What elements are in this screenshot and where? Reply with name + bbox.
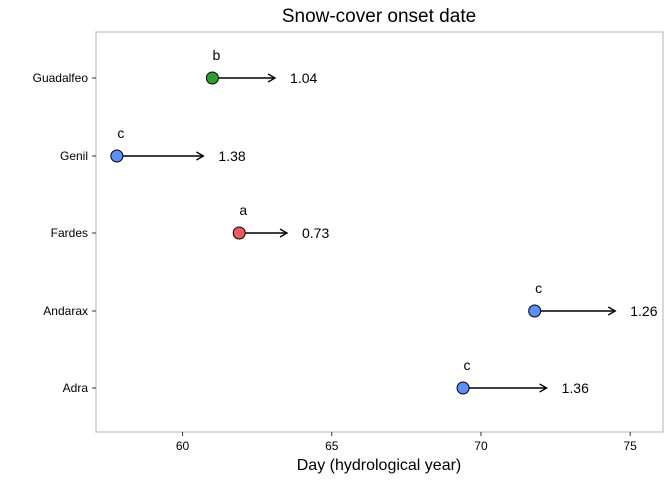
trend-value-label: 1.38 xyxy=(218,148,245,164)
group-letter-label: a xyxy=(239,202,247,218)
x-tick-label: 70 xyxy=(474,439,488,453)
x-axis: 60 65 70 75 xyxy=(176,432,637,453)
y-tick-label: Adra xyxy=(63,381,89,395)
x-tick-label: 60 xyxy=(176,439,190,453)
trend-value-label: 1.26 xyxy=(630,303,657,319)
plot-panel xyxy=(95,31,664,433)
trend-value-label: 1.36 xyxy=(562,380,589,396)
chart-title: Snow-cover onset date xyxy=(282,6,476,27)
group-letter-label: c xyxy=(464,357,471,373)
y-tick-label: Guadalfeo xyxy=(33,71,89,85)
y-tick-label: Fardes xyxy=(51,226,88,240)
onset-point xyxy=(456,381,470,395)
data-marks: 1.04 b 1.38 c 0.73 a 1.26 c 1.36 c xyxy=(110,47,658,396)
trend-value-label: 1.04 xyxy=(290,70,317,86)
group-letter-label: c xyxy=(117,125,124,141)
onset-point xyxy=(232,226,246,240)
y-tick-label: Genil xyxy=(60,149,88,163)
onset-point xyxy=(205,71,219,85)
x-tick-label: 75 xyxy=(623,439,637,453)
x-axis-title: Day (hydrological year) xyxy=(297,457,462,474)
group-letter-label: c xyxy=(535,280,542,296)
y-tick-label: Andarax xyxy=(43,304,88,318)
x-tick-label: 65 xyxy=(325,439,339,453)
group-letter-label: b xyxy=(212,47,220,63)
onset-point xyxy=(110,149,124,163)
y-axis: Guadalfeo Genil Fardes Andarax Adra xyxy=(33,71,96,395)
trend-value-label: 0.73 xyxy=(302,225,329,241)
onset-point xyxy=(528,304,542,318)
